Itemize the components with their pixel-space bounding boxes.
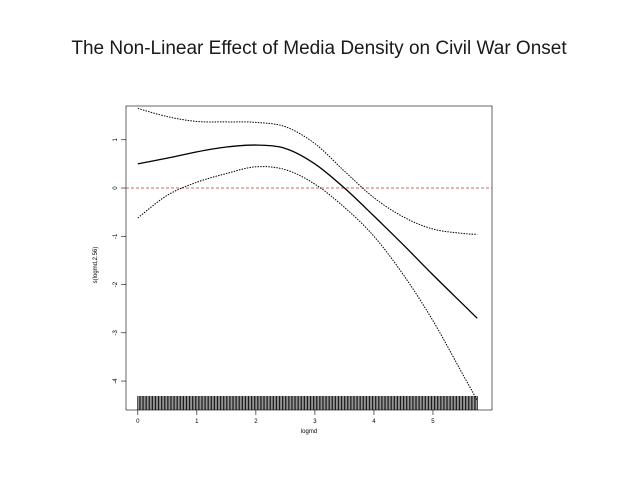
x-tick-label: 1 bbox=[195, 419, 199, 425]
series-line-fit bbox=[137, 144, 478, 319]
series-layer bbox=[137, 107, 478, 401]
y-tick-label: -4 bbox=[113, 378, 119, 384]
x-axis-label: logmd bbox=[301, 429, 317, 435]
x-tick-label: 4 bbox=[372, 419, 376, 425]
y-axis-label: s(logmd,2.56) bbox=[93, 247, 99, 284]
series-line-lower bbox=[137, 166, 478, 401]
y-tick-label: 1 bbox=[113, 137, 119, 141]
rug-layer bbox=[137, 396, 478, 410]
x-tick-label: 0 bbox=[136, 419, 140, 425]
slide-title: The Non-Linear Effect of Media Density o… bbox=[71, 38, 567, 59]
x-tick-label: 2 bbox=[254, 419, 258, 425]
x-axis: 0 1 2 3 4 5 bbox=[136, 410, 435, 425]
y-tick-label: -2 bbox=[113, 281, 119, 287]
x-tick-label: 3 bbox=[313, 419, 317, 425]
y-axis: -4 -3 -2 -1 0 1 bbox=[113, 137, 126, 384]
y-tick-label: -1 bbox=[113, 233, 119, 239]
y-tick-label: 0 bbox=[113, 186, 119, 190]
series-line-upper bbox=[137, 107, 478, 235]
plot-frame bbox=[125, 105, 493, 411]
y-tick-label: -3 bbox=[113, 329, 119, 335]
x-tick-label: 5 bbox=[431, 419, 435, 425]
